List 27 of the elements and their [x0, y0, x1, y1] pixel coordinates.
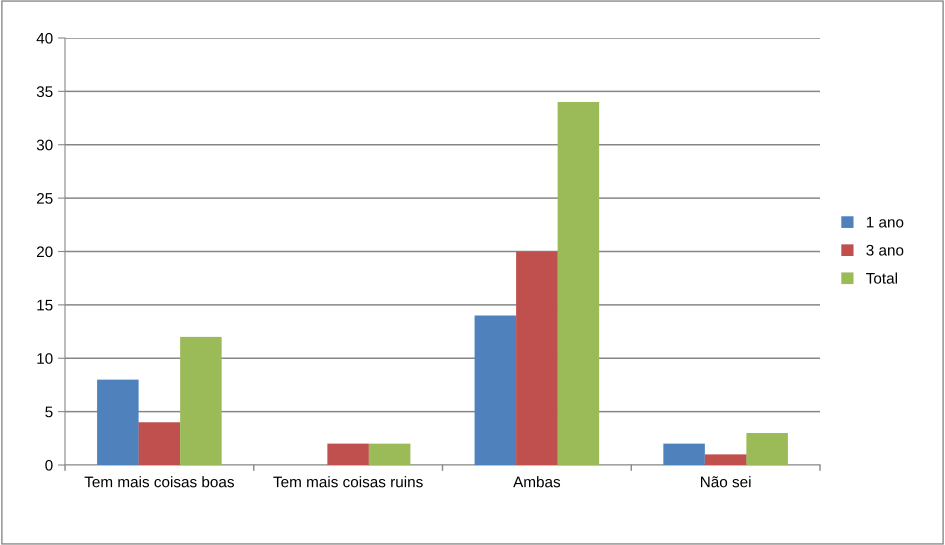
y-tick-label: 10 — [37, 353, 53, 364]
x-tick-label: Tem mais coisas boas — [84, 476, 234, 488]
bar — [516, 252, 558, 465]
y-tick-label: 25 — [36, 192, 53, 204]
bar — [746, 432, 788, 465]
bar — [704, 454, 746, 465]
legend-label: Total — [866, 272, 897, 284]
bar — [97, 380, 139, 465]
y-tick-label: 40 — [36, 32, 53, 44]
y-tick-label: 0 — [45, 460, 53, 471]
legend-label: 3 ano — [866, 244, 904, 256]
bar — [474, 316, 516, 465]
y-tick-label: 5 — [45, 406, 53, 418]
y-tick-label: 35 — [36, 86, 53, 98]
x-tick-label: Tem mais coisas ruins — [273, 476, 423, 488]
bar — [558, 102, 600, 465]
bar — [368, 444, 410, 465]
x-tick-label: Não sei — [700, 476, 750, 488]
bar — [663, 444, 705, 465]
x-tick-label: Ambas — [513, 476, 560, 488]
y-tick-label: 20 — [36, 246, 53, 258]
legend-label: 1 ano — [866, 216, 904, 228]
bar — [327, 444, 369, 465]
bar — [138, 422, 180, 465]
y-tick-label: 30 — [36, 140, 53, 150]
bar — [180, 336, 222, 465]
y-tick-label: 15 — [37, 300, 53, 311]
